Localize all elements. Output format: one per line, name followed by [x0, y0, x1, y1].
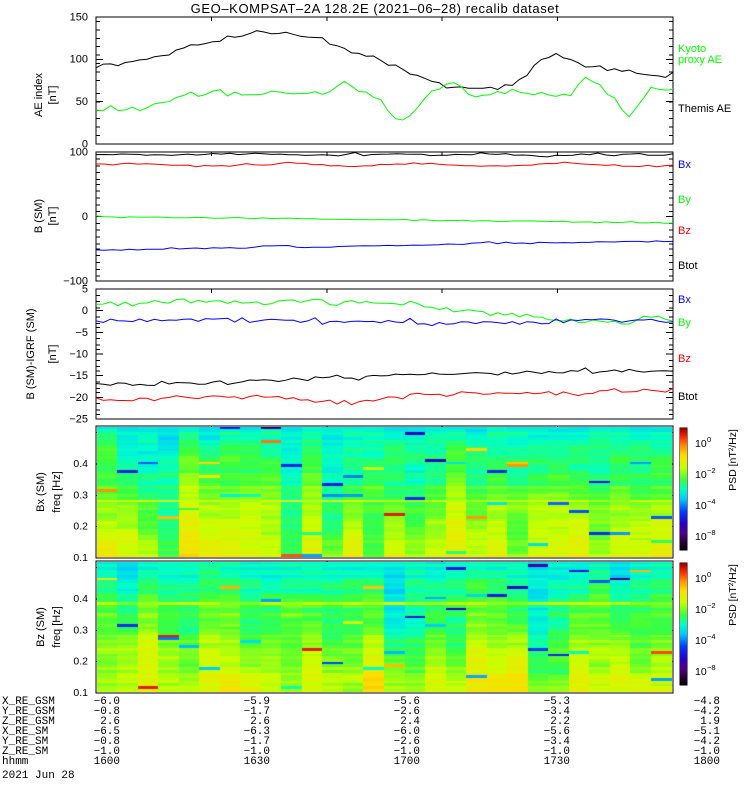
svg-text:−2: −2: [707, 601, 716, 610]
svg-text:2021 Jun 28: 2021 Jun 28: [2, 770, 75, 782]
svg-text:Bx: Bx: [678, 159, 691, 171]
svg-text:5: 5: [82, 284, 88, 296]
svg-text:0: 0: [707, 435, 711, 444]
svg-text:Bx: Bx: [678, 294, 691, 306]
svg-text:10: 10: [695, 573, 707, 585]
svg-text:−8: −8: [707, 528, 716, 537]
svg-text:Bz: Bz: [678, 353, 691, 365]
svg-text:10: 10: [695, 666, 707, 678]
svg-text:AE index: AE index: [33, 72, 45, 117]
svg-text:B (SM): B (SM): [33, 199, 45, 233]
svg-text:10: 10: [695, 531, 707, 543]
svg-text:Btot: Btot: [678, 391, 698, 403]
svg-text:0.3: 0.3: [73, 489, 88, 501]
svg-text:B (SM)-IGRF (SM): B (SM)-IGRF (SM): [25, 308, 37, 399]
svg-text:proxy AE: proxy AE: [678, 54, 722, 66]
svg-text:0.4: 0.4: [73, 458, 88, 470]
svg-text:[nT]: [nT]: [47, 86, 59, 105]
svg-text:−20: −20: [69, 392, 88, 404]
svg-text:[nT]: [nT]: [47, 345, 59, 364]
svg-text:−5: −5: [75, 327, 88, 339]
svg-text:1600: 1600: [94, 756, 120, 768]
svg-text:100: 100: [70, 54, 88, 66]
svg-text:0: 0: [82, 211, 88, 223]
svg-text:[nT]: [nT]: [47, 207, 59, 226]
svg-text:−4: −4: [707, 497, 716, 506]
svg-text:1700: 1700: [394, 756, 420, 768]
svg-text:Bz (SM): Bz (SM): [35, 607, 47, 647]
svg-text:1730: 1730: [544, 756, 570, 768]
svg-text:Themis AE: Themis AE: [678, 103, 731, 115]
svg-text:10: 10: [695, 500, 707, 512]
svg-text:10: 10: [695, 438, 707, 450]
svg-text:0: 0: [707, 570, 711, 579]
svg-text:0.2: 0.2: [73, 656, 88, 668]
svg-text:0: 0: [82, 305, 88, 317]
svg-text:By: By: [678, 194, 691, 206]
svg-text:10: 10: [695, 604, 707, 616]
svg-text:−4: −4: [707, 632, 716, 641]
svg-text:10: 10: [695, 469, 707, 481]
svg-text:0.1: 0.1: [73, 552, 88, 564]
svg-text:freq [Hz]: freq [Hz]: [51, 606, 63, 648]
svg-text:PSD [nT²/Hz]: PSD [nT²/Hz]: [727, 564, 739, 626]
svg-text:100: 100: [70, 147, 88, 159]
svg-text:−10: −10: [69, 349, 88, 361]
svg-text:Btot: Btot: [678, 260, 698, 272]
svg-text:1800: 1800: [694, 756, 720, 768]
svg-text:10: 10: [695, 635, 707, 647]
svg-text:GEO–KOMPSAT–2A 128.2E (2021–06: GEO–KOMPSAT–2A 128.2E (2021–06–28) recal…: [191, 1, 560, 16]
svg-text:−25: −25: [69, 414, 88, 426]
svg-text:Bx (SM): Bx (SM): [35, 472, 47, 512]
svg-text:0.3: 0.3: [73, 624, 88, 636]
svg-text:−15: −15: [69, 370, 88, 382]
svg-text:50: 50: [76, 96, 88, 108]
svg-text:0.2: 0.2: [73, 521, 88, 533]
svg-text:hhmm: hhmm: [2, 756, 29, 768]
svg-text:−2: −2: [707, 466, 716, 475]
svg-text:0.1: 0.1: [73, 687, 88, 699]
svg-text:freq [Hz]: freq [Hz]: [51, 471, 63, 513]
svg-text:−8: −8: [707, 663, 716, 672]
svg-text:Bz: Bz: [678, 225, 691, 237]
svg-text:PSD [nT²/Hz]: PSD [nT²/Hz]: [727, 429, 739, 491]
svg-text:150: 150: [70, 12, 88, 24]
svg-text:0.4: 0.4: [73, 593, 88, 605]
svg-text:1630: 1630: [244, 756, 270, 768]
svg-text:By: By: [678, 317, 691, 329]
